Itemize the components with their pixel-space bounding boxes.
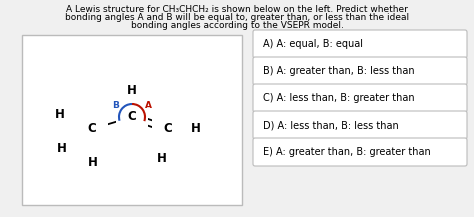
Text: B: B xyxy=(112,100,119,110)
Text: H: H xyxy=(127,84,137,97)
Text: D) A: less than, B: less than: D) A: less than, B: less than xyxy=(263,120,399,130)
Text: H: H xyxy=(88,156,98,169)
Text: E) A: greater than, B: greater than: E) A: greater than, B: greater than xyxy=(263,147,431,157)
FancyBboxPatch shape xyxy=(253,30,467,58)
Text: H: H xyxy=(55,108,65,122)
Text: C) A: less than, B: greater than: C) A: less than, B: greater than xyxy=(263,93,415,103)
FancyBboxPatch shape xyxy=(253,84,467,112)
Text: A Lewis structure for CH₃CHCH₂ is shown below on the left. Predict whether: A Lewis structure for CH₃CHCH₂ is shown … xyxy=(66,5,408,14)
Text: bonding angles A and B will be equal to, greater than, or less than the ideal: bonding angles A and B will be equal to,… xyxy=(65,13,409,22)
Text: C: C xyxy=(164,123,173,135)
Text: H: H xyxy=(57,143,67,156)
FancyBboxPatch shape xyxy=(22,35,242,205)
Text: H: H xyxy=(191,123,201,135)
Text: A: A xyxy=(145,100,152,110)
Text: B) A: greater than, B: less than: B) A: greater than, B: less than xyxy=(263,66,415,76)
Text: A) A: equal, B: equal: A) A: equal, B: equal xyxy=(263,39,363,49)
Text: C: C xyxy=(128,110,137,123)
FancyBboxPatch shape xyxy=(253,57,467,85)
FancyBboxPatch shape xyxy=(253,111,467,139)
Text: H: H xyxy=(157,153,167,166)
Text: bonding angles according to the VSEPR model.: bonding angles according to the VSEPR mo… xyxy=(130,21,344,30)
Text: C: C xyxy=(88,123,96,135)
FancyBboxPatch shape xyxy=(253,138,467,166)
